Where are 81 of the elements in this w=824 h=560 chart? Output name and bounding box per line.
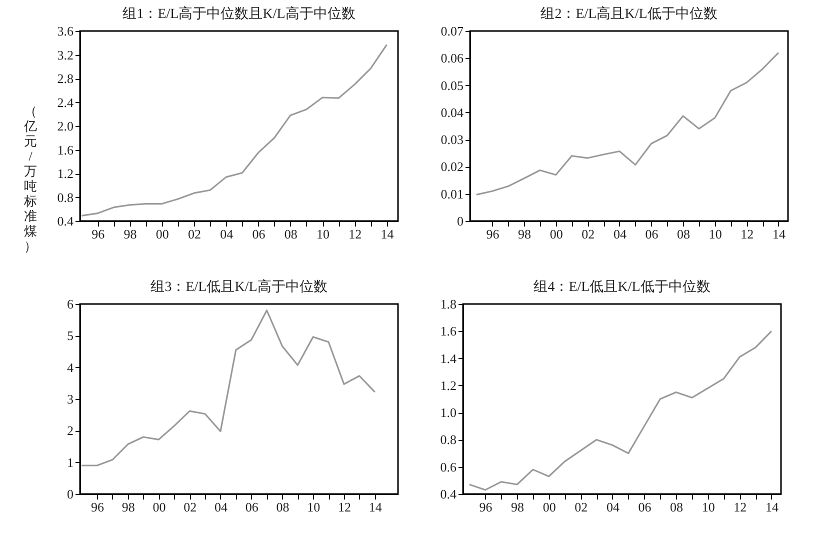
line-series (468, 330, 772, 491)
y-tick-label: 3.6 (57, 24, 74, 38)
y-tick-label: 0.8 (440, 432, 456, 448)
y-tick-label: 1.6 (57, 142, 74, 158)
y-tick-label: 0.03 (440, 132, 464, 148)
y-tick-label: 4 (67, 360, 74, 375)
x-tick-label: 10 (708, 226, 722, 242)
x-tick-label: 04 (214, 500, 228, 514)
x-tick-label: 00 (152, 500, 166, 514)
line-series (80, 310, 376, 466)
y-tick-label: 5 (67, 328, 74, 344)
x-tick-label: 14 (380, 226, 394, 242)
x-tick-label: 04 (613, 226, 627, 242)
x-tick-label: 04 (220, 226, 234, 242)
x-tick-label: 10 (316, 226, 330, 242)
x-tick-label: 02 (184, 500, 197, 514)
y-tick-label: 2.4 (57, 94, 74, 110)
y-tick-label: 1.6 (440, 324, 457, 339)
x-tick-label: 00 (542, 500, 556, 514)
y-tick-label: 0 (67, 486, 74, 502)
x-tick-label: 98 (518, 226, 532, 242)
y-tick-label: 3.2 (57, 47, 74, 62)
y-tick-label: 0.6 (440, 459, 457, 474)
y-tick-label: 1.8 (440, 296, 456, 312)
y-tick-label: 1.4 (440, 350, 457, 366)
y-tick-label: 0.07 (440, 24, 464, 38)
chart-title: 组1：E/L高于中位数且K/L高于中位数 (122, 6, 356, 22)
x-tick-label: 98 (122, 500, 135, 514)
y-tick-label: 0.06 (440, 50, 464, 66)
x-tick-label: 04 (606, 500, 620, 514)
x-tick-label: 08 (677, 226, 690, 242)
x-tick-label: 02 (188, 226, 202, 242)
x-tick-label: 98 (124, 226, 137, 242)
chart-title: 组2：E/L高且K/L低于中位数 (540, 6, 718, 22)
x-tick-label: 08 (276, 500, 290, 514)
y-tick-label: 1.2 (440, 378, 456, 393)
x-tick-label: 10 (307, 500, 320, 514)
x-tick-label: 00 (550, 226, 563, 242)
x-tick-label: 02 (574, 500, 588, 514)
y-tick-label: 0.4 (57, 214, 74, 228)
y-tick-label: 0 (457, 214, 464, 228)
text: （亿元/万吨标准煤） (24, 104, 37, 254)
y-tick-label: 0.8 (57, 190, 74, 205)
y-tick-label: 0.05 (440, 78, 464, 93)
x-tick-label: 14 (765, 500, 779, 514)
x-tick-label: 06 (645, 226, 659, 242)
line-series (476, 52, 780, 196)
x-tick-label: 00 (156, 226, 169, 242)
y-tick-label: 2.0 (57, 118, 74, 134)
x-tick-label: 12 (740, 226, 754, 242)
x-tick-label: 02 (582, 226, 595, 242)
x-tick-label: 98 (511, 500, 524, 514)
x-tick-label: 96 (486, 226, 500, 242)
line-series (80, 44, 388, 216)
x-tick-label: 10 (702, 500, 715, 514)
y-tick-label: 1.0 (440, 405, 456, 420)
x-tick-label: 96 (90, 500, 104, 514)
x-tick-label: 06 (252, 226, 266, 242)
x-tick-label: 06 (245, 500, 259, 514)
x-tick-label: 14 (772, 226, 786, 242)
y-tick-label: 1.2 (57, 166, 74, 181)
y-tick-label: 1 (67, 454, 74, 470)
x-tick-label: 06 (638, 500, 652, 514)
x-tick-label: 12 (734, 500, 747, 514)
y-tick-label: 2 (67, 423, 74, 438)
y-tick-label: 6 (67, 296, 74, 312)
y-tick-label: 3 (67, 392, 74, 406)
x-tick-label: 12 (338, 500, 351, 514)
y-tick-label: 0.04 (440, 104, 464, 120)
x-tick-label: 12 (348, 226, 362, 242)
y-tick-label: 0.01 (440, 186, 464, 202)
y-tick-label: 2.8 (57, 71, 74, 86)
x-tick-label: 14 (368, 500, 382, 514)
y-tick-label: 0.02 (440, 159, 464, 174)
x-tick-label: 96 (92, 226, 106, 242)
x-tick-label: 96 (479, 500, 493, 514)
chart-title: 组3：E/L低且K/L高于中位数 (150, 279, 328, 295)
y-tick-label: 0.4 (440, 486, 457, 502)
chart-title: 组4：E/L低且K/L低于中位数 (534, 279, 710, 295)
x-tick-label: 08 (284, 226, 298, 242)
x-tick-label: 08 (670, 500, 684, 514)
